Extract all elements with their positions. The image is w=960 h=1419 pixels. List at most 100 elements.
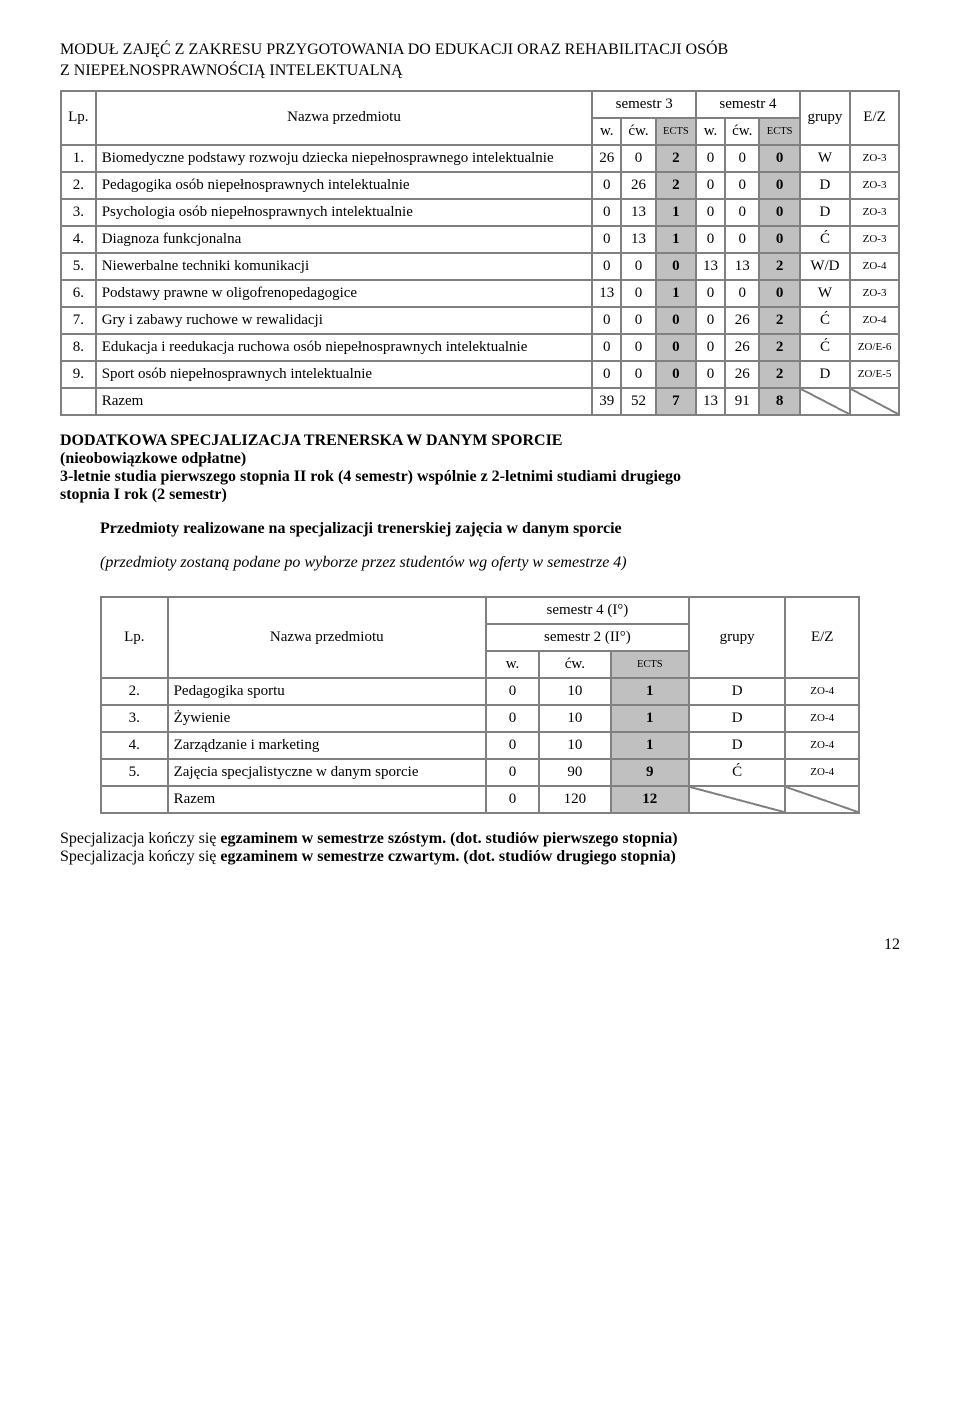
row-s4e: 0: [759, 199, 799, 226]
row-grupy: W: [800, 145, 850, 172]
row-s3c: 26: [621, 172, 656, 199]
row-s3e: 0: [656, 361, 696, 388]
t1-hdr-s4w: w.: [696, 118, 725, 145]
footnote-1a: Specjalizacja kończy się: [60, 830, 220, 847]
row-s4e: 0: [759, 226, 799, 253]
row-ez: ZO-4: [785, 732, 859, 759]
table-row: 1.Biomedyczne podstawy rozwoju dziecka n…: [61, 145, 899, 172]
row-grupy: D: [689, 705, 786, 732]
t1-total-s4e: 8: [759, 388, 799, 415]
row-num: 3.: [101, 705, 168, 732]
t1-hdr-s4c: ćw.: [725, 118, 760, 145]
row-s4c: 13: [725, 253, 760, 280]
row-e: 1: [611, 732, 689, 759]
row-name: Pedagogika sportu: [168, 678, 486, 705]
t1-total-blank: [61, 388, 96, 415]
row-name: Podstawy prawne w oligofrenopedagogice: [96, 280, 593, 307]
row-s4c: 0: [725, 172, 760, 199]
row-grupy: Ć: [689, 759, 786, 786]
row-num: 2.: [61, 172, 96, 199]
row-s3w: 0: [592, 361, 621, 388]
row-num: 2.: [101, 678, 168, 705]
row-s3e: 0: [656, 334, 696, 361]
row-grupy: W/D: [800, 253, 850, 280]
table-row: 9.Sport osób niepełnosprawnych intelektu…: [61, 361, 899, 388]
table-1: Lp. Nazwa przedmiotu semestr 3 semestr 4…: [60, 90, 900, 416]
t1-hdr-s4e: ECTS: [759, 118, 799, 145]
footnote-1b: egzaminem w semestrze szóstym. (dot. stu…: [220, 830, 677, 847]
t2-total-c: 120: [539, 786, 611, 813]
row-grupy: Ć: [800, 307, 850, 334]
t1-total-s3c: 52: [621, 388, 656, 415]
t1-total-diag2: [850, 388, 899, 415]
row-e: 1: [611, 705, 689, 732]
t2-hdr-sem4: semestr 4 (I°): [486, 597, 689, 624]
row-s3w: 0: [592, 253, 621, 280]
t1-total-s4c: 91: [725, 388, 760, 415]
row-name: Gry i zabawy ruchowe w rewalidacji: [96, 307, 593, 334]
t1-hdr-grupy: grupy: [800, 91, 850, 145]
row-w: 0: [486, 732, 539, 759]
row-s4e: 2: [759, 307, 799, 334]
module-title-line1: MODUŁ ZAJĘĆ Z ZAKRESU PRZYGOTOWANIA DO E…: [60, 41, 728, 58]
row-s3c: 0: [621, 253, 656, 280]
row-s3w: 0: [592, 307, 621, 334]
row-ez: ZO-3: [850, 280, 899, 307]
row-s4e: 2: [759, 253, 799, 280]
row-name: Edukacja i reedukacja ruchowa osób niepe…: [96, 334, 593, 361]
t2-hdr-ez: E/Z: [785, 597, 859, 678]
row-s3c: 13: [621, 226, 656, 253]
row-w: 0: [486, 678, 539, 705]
row-name: Żywienie: [168, 705, 486, 732]
row-e: 9: [611, 759, 689, 786]
row-s4w: 0: [696, 226, 725, 253]
row-s4e: 0: [759, 172, 799, 199]
row-num: 3.: [61, 199, 96, 226]
row-name: Psychologia osób niepełnosprawnych intel…: [96, 199, 593, 226]
row-grupy: D: [689, 678, 786, 705]
row-name: Diagnoza funkcjonalna: [96, 226, 593, 253]
t1-hdr-sem3: semestr 3: [592, 91, 696, 118]
t1-hdr-s3c: ćw.: [621, 118, 656, 145]
t2-total-blank: [101, 786, 168, 813]
t1-total-label: Razem: [96, 388, 593, 415]
row-grupy: W: [800, 280, 850, 307]
row-c: 10: [539, 732, 611, 759]
row-name: Zarządzanie i marketing: [168, 732, 486, 759]
t2-hdr-grupy: grupy: [689, 597, 786, 678]
row-num: 9.: [61, 361, 96, 388]
row-s4e: 0: [759, 145, 799, 172]
row-name: Sport osób niepełnosprawnych intelektual…: [96, 361, 593, 388]
row-s3c: 0: [621, 280, 656, 307]
row-c: 10: [539, 678, 611, 705]
row-s4w: 13: [696, 253, 725, 280]
table-row: 4.Zarządzanie i marketing0101DZO-4: [101, 732, 859, 759]
row-grupy: D: [800, 199, 850, 226]
t2-total-diag2: [785, 786, 859, 813]
row-s3w: 0: [592, 334, 621, 361]
row-s4w: 0: [696, 280, 725, 307]
row-ez: ZO-4: [785, 678, 859, 705]
extras-line3: Przedmioty realizowane na specjalizacji …: [100, 520, 900, 538]
row-s4c: 26: [725, 334, 760, 361]
row-s4w: 0: [696, 199, 725, 226]
row-grupy: Ć: [800, 226, 850, 253]
t2-total-diag1: [689, 786, 786, 813]
row-s3w: 0: [592, 172, 621, 199]
row-num: 7.: [61, 307, 96, 334]
row-s3w: 0: [592, 226, 621, 253]
row-s4c: 0: [725, 199, 760, 226]
t2-total-w: 0: [486, 786, 539, 813]
extras-sub2b: stopnia I rok (2 semestr): [60, 486, 227, 503]
row-name: Zajęcia specjalistyczne w danym sporcie: [168, 759, 486, 786]
row-s4w: 0: [696, 334, 725, 361]
row-c: 10: [539, 705, 611, 732]
row-e: 1: [611, 678, 689, 705]
module-title-line2: Z NIEPEŁNOSPRAWNOŚCIĄ INTELEKTUALNĄ: [60, 62, 403, 79]
row-name: Niewerbalne techniki komunikacji: [96, 253, 593, 280]
row-s4c: 26: [725, 361, 760, 388]
t2-hdr-e: ECTS: [611, 651, 689, 678]
row-num: 5.: [61, 253, 96, 280]
row-s3w: 26: [592, 145, 621, 172]
row-ez: ZO-4: [850, 253, 899, 280]
